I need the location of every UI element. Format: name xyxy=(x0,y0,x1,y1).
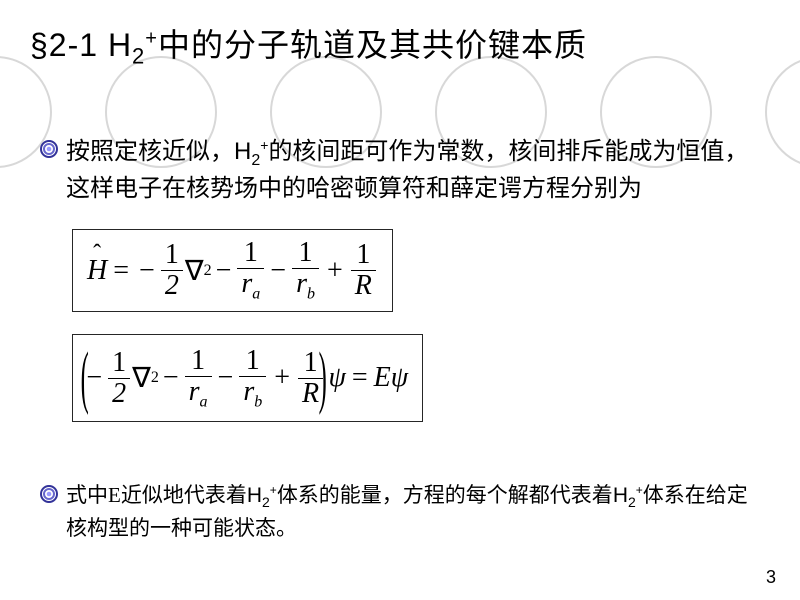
bg-circle xyxy=(765,56,800,168)
eq2-sq: 2 xyxy=(151,369,159,387)
lparen: ( xyxy=(81,343,89,413)
b1-h: H xyxy=(234,138,251,165)
bullet-icon xyxy=(40,480,66,508)
b2-sub1: 2 xyxy=(262,494,270,510)
title-tail: 中的分子轨道及其共价键本质 xyxy=(158,27,587,63)
b2-sup1: + xyxy=(270,483,277,497)
equation-1: H = − 12 ∇2 − 1ra − 1rb + 1R xyxy=(87,238,378,304)
eq2-eq: = xyxy=(346,362,374,394)
eq2-psi2: ψ xyxy=(391,362,408,394)
eq2-E: E xyxy=(374,362,391,394)
rparen: ) xyxy=(319,343,327,413)
eq1-nabla: ∇ xyxy=(185,254,204,288)
title-sub: 2 xyxy=(132,43,145,68)
eq2-m2: − xyxy=(159,362,183,394)
title-sup: + xyxy=(145,27,158,49)
eq2-frac1: 12 xyxy=(106,348,132,409)
title-section: §2-1 xyxy=(30,27,108,63)
eq2-frac2: 1ra xyxy=(183,346,214,412)
page-title: §2-1 H2+中的分子轨道及其共价键本质 xyxy=(30,20,587,69)
b1-lead: 按照定核近似， xyxy=(66,139,234,165)
bullet-1-text: 按照定核近似，H2+的核间距可作为常数，核间排斥能成为恒值，这样电子在核势场中的… xyxy=(66,135,760,207)
eq1-H: H xyxy=(87,255,107,287)
b2-sup2: + xyxy=(636,483,643,497)
eq2-psi1: ψ xyxy=(328,362,345,394)
bullet-2: 式中E近似地代表着H2+体系的能量，方程的每个解都代表着H2+体系在给定核构型的… xyxy=(40,480,760,555)
eq1-m2: − xyxy=(212,255,236,287)
eq1-frac1: 12 xyxy=(159,240,185,301)
title-h: H xyxy=(108,27,132,63)
b2-lead: 式中E近似地代表着 xyxy=(66,483,247,507)
b1-sub: 2 xyxy=(251,152,260,169)
equation-1-box: H = − 12 ∇2 − 1ra − 1rb + 1R xyxy=(72,229,393,313)
eq1-m3: − xyxy=(266,255,290,287)
eq2-nabla: ∇ xyxy=(132,361,151,395)
eq1-m1: − xyxy=(135,255,159,287)
bullet-1: 按照定核近似，H2+的核间距可作为常数，核间排斥能成为恒值，这样电子在核势场中的… xyxy=(40,135,760,207)
eq1-eq: = xyxy=(107,255,135,287)
bullet-2-text: 式中E近似地代表着H2+体系的能量，方程的每个解都代表着H2+体系在给定核构型的… xyxy=(66,480,760,545)
eq1-frac2: 1ra xyxy=(235,238,266,304)
equation-2-box: ( − 12 ∇2 − 1ra − 1rb + 1R ) ψ = E ψ xyxy=(72,334,423,422)
eq1-frac4: 1R xyxy=(349,240,378,301)
equation-2: ( − 12 ∇2 − 1ra − 1rb + 1R ) ψ = E ψ xyxy=(87,343,408,413)
b2-mid: 体系的能量，方程的每个解都代表着 xyxy=(277,483,613,507)
eq2-m3: − xyxy=(214,362,238,394)
eq2-plus: + xyxy=(268,362,296,394)
eq2-frac3: 1rb xyxy=(237,346,268,412)
b2-h1: H xyxy=(247,484,262,507)
eq1-sq: 2 xyxy=(204,262,212,280)
eq1-plus: + xyxy=(321,255,349,287)
bullet-icon xyxy=(40,135,66,163)
b2-h2: H xyxy=(613,484,628,507)
b2-sub2: 2 xyxy=(628,494,636,510)
page-number: 3 xyxy=(766,567,776,588)
eq1-frac3: 1rb xyxy=(290,238,321,304)
